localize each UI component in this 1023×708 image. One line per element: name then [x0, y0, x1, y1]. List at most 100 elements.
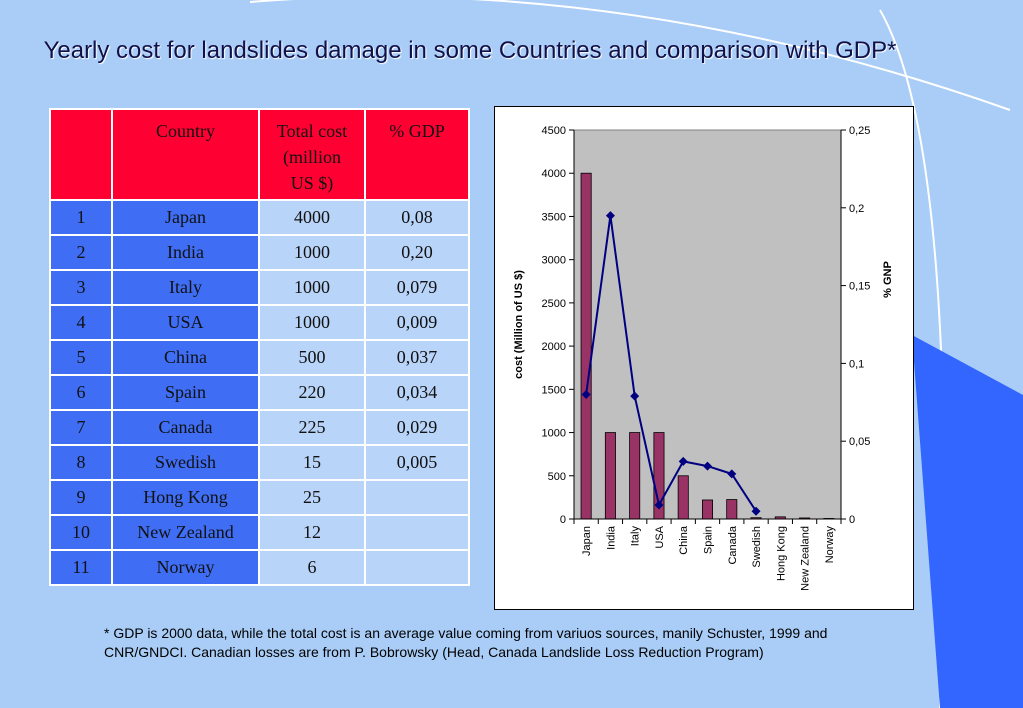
x-tick-label: India	[605, 525, 617, 550]
row-gdp: 0,037	[364, 339, 470, 376]
row-number: 7	[49, 409, 113, 446]
x-tick-label: New Zealand	[800, 526, 812, 591]
y2-tick-label: 0,1	[849, 358, 864, 370]
gdp-point	[654, 500, 664, 510]
y-axis-title: cost (Million of US $)	[513, 270, 525, 379]
y2-tick-label: 0,05	[849, 436, 870, 448]
gdp-point	[581, 390, 591, 400]
row-cost: 12	[258, 514, 366, 551]
gdp-point	[703, 461, 712, 471]
bar-india	[604, 432, 616, 520]
row-number: 4	[49, 304, 113, 341]
x-tick-label: Norway	[824, 526, 836, 564]
x-tick-label: China	[678, 525, 690, 555]
y2-tick-label: 0,25	[849, 125, 870, 137]
gdp-point	[630, 391, 640, 401]
row-country: Swedish	[111, 444, 260, 481]
deco-arc-top	[249, 0, 1011, 111]
y-tick-label: 4000	[542, 168, 566, 180]
slide-title: Yearly cost for landslides damage in som…	[43, 37, 897, 64]
footnote: * GDP is 2000 data, while the total cost…	[104, 625, 828, 660]
y-tick-label: 0	[560, 514, 566, 526]
row-number: 6	[49, 374, 113, 411]
row-gdp: 0,029	[364, 409, 470, 446]
header-gdp: % GDP	[364, 108, 470, 201]
row-gdp: 0,009	[364, 304, 470, 341]
table-row: 7 Canada 225 0,029	[49, 409, 470, 446]
y2-axis-title: % GNP	[882, 261, 894, 298]
row-cost: 4000	[258, 199, 366, 236]
row-country: New Zealand	[111, 514, 260, 551]
row-cost: 15	[258, 444, 366, 481]
x-tick-label: Japan	[581, 526, 593, 556]
row-cost: 6	[258, 549, 366, 586]
y-tick-label: 2000	[542, 341, 566, 353]
table-row: 1 Japan 4000 0,08	[49, 199, 470, 236]
row-country: Japan	[111, 199, 260, 236]
row-number: 8	[49, 444, 113, 481]
table-row: 4 USA 1000 0,009	[49, 304, 470, 341]
y-tick-label: 3500	[542, 211, 566, 223]
y-tick-label: 2500	[542, 298, 566, 310]
row-number: 11	[49, 549, 113, 586]
y2-tick-label: 0	[849, 514, 855, 526]
row-gdp: 0,034	[364, 374, 470, 411]
row-gdp	[364, 549, 470, 586]
row-country: India	[111, 234, 260, 271]
row-country: USA	[111, 304, 260, 341]
y2-tick-label: 0,2	[849, 203, 864, 215]
row-cost: 500	[258, 339, 366, 376]
row-country: Norway	[111, 549, 260, 586]
row-number: 1	[49, 199, 113, 236]
row-country: China	[111, 339, 260, 376]
row-gdp: 0,08	[364, 199, 470, 236]
row-number: 3	[49, 269, 113, 306]
x-tick-label: Swedish	[751, 526, 763, 568]
row-cost: 1000	[258, 234, 366, 271]
y-tick-label: 4500	[542, 125, 566, 137]
row-number: 5	[49, 339, 113, 376]
cost-gdp-chart: 0 500 1000 1500 2000 2500 3000 3500 4000 4500 0 0,0…	[513, 125, 894, 591]
row-gdp: 0,005	[364, 444, 470, 481]
row-cost: 220	[258, 374, 366, 411]
deco-blue-wedge	[912, 335, 1023, 708]
x-tick-label: Hong Kong	[775, 526, 787, 581]
chart-panel: 0 500 1000 1500 2000 2500 3000 3500 4000 4500 0 0,0…	[494, 106, 914, 610]
y-tick-label: 500	[548, 471, 566, 483]
row-cost: 1000	[258, 269, 366, 306]
y-tick-label: 3000	[542, 255, 566, 267]
table-row: 8 Swedish 15 0,005	[49, 444, 470, 481]
y-tick-label: 1000	[542, 428, 566, 440]
cost-table: Country Total cost (million US $) % GDP 1 …	[49, 108, 470, 586]
bar-japan	[580, 172, 592, 520]
row-gdp	[364, 479, 470, 516]
row-gdp: 0,20	[364, 234, 470, 271]
x-tick-label: Spain	[703, 526, 715, 554]
table-row: 10 New Zealand 12	[49, 514, 470, 551]
table-row: 5 China 500 0,037	[49, 339, 470, 376]
x-tick-label: USA	[654, 525, 666, 548]
row-country: Italy	[111, 269, 260, 306]
bar-spain	[702, 499, 713, 520]
y-tick-label: 1500	[542, 384, 566, 396]
row-country: Hong Kong	[111, 479, 260, 516]
row-gdp: 0,079	[364, 269, 470, 306]
header-number	[49, 108, 113, 201]
header-total-cost: Total cost (million US $)	[258, 108, 366, 201]
row-cost: 25	[258, 479, 366, 516]
plot-area	[573, 129, 842, 520]
y2-tick-label: 0,15	[849, 281, 870, 293]
bar-canada	[726, 499, 738, 520]
gdp-point	[605, 211, 615, 221]
table-row: 6 Spain 220 0,034	[49, 374, 470, 411]
row-number: 10	[49, 514, 113, 551]
table-row: 2 India 1000 0,20	[49, 234, 470, 271]
header-country: Country	[111, 108, 260, 201]
row-number: 2	[49, 234, 113, 271]
table-row: 11 Norway 6	[49, 549, 470, 586]
row-cost: 225	[258, 409, 366, 446]
table-row: 9 Hong Kong 25	[49, 479, 470, 516]
row-gdp	[364, 514, 470, 551]
table-header-row: Country Total cost (million US $) % GDP	[49, 108, 470, 201]
